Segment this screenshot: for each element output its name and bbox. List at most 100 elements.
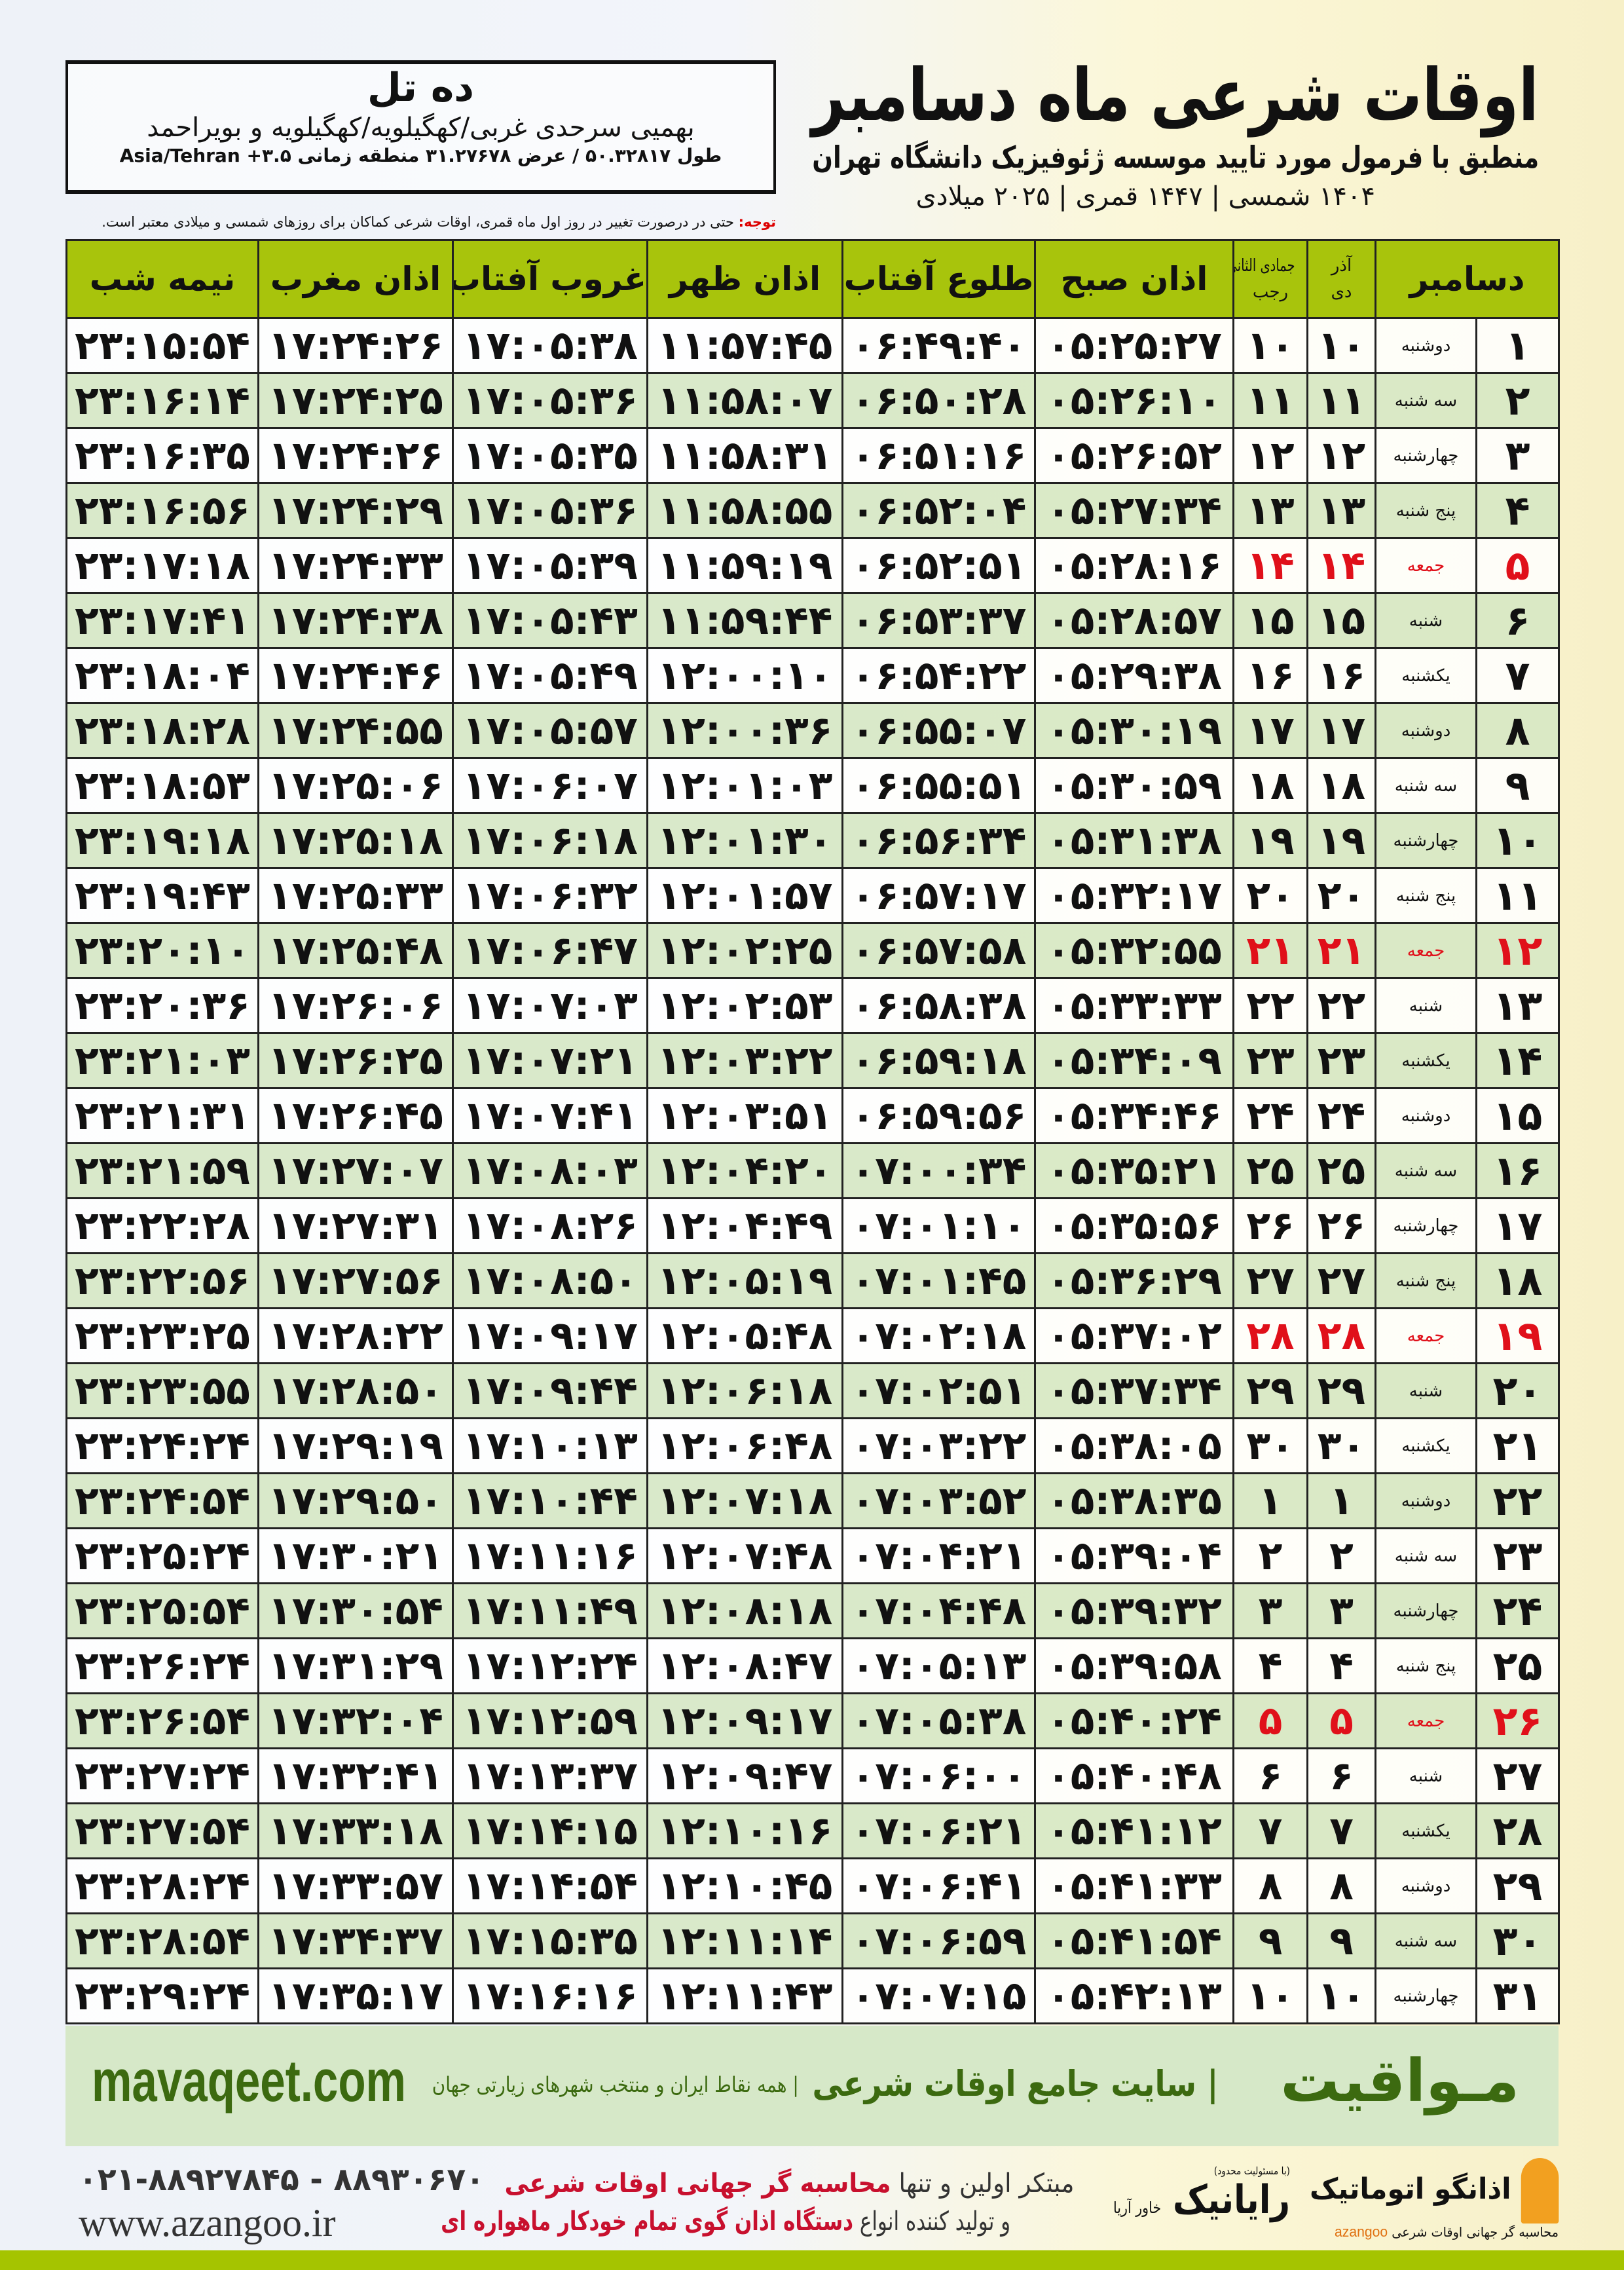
weekday: سه شنبه — [1394, 775, 1458, 796]
day-number-cell: ۴ — [1475, 482, 1560, 539]
mavaqeet-url[interactable]: mavaqeet.com — [92, 2049, 406, 2114]
table-row: ۹ سه شنبه ۱۸ ۱۸ ۰۵:۳۰:۵۹ ۰۶:۵۵:۵۱ ۱۲:۰۱:۰۳ ۱۷:۰… — [65, 757, 1560, 814]
ghorub-time-cell: ۱۷:۱۴:۱۵ — [452, 1802, 648, 1859]
day-number-cell: ۹ — [1475, 757, 1560, 814]
weekday-cell: شنبه — [1374, 592, 1478, 649]
shamsi-day-cell: ۹ — [1306, 1912, 1376, 1969]
sobh-time-cell: ۰۵:۳۰:۵۹ — [1034, 757, 1234, 814]
maghrib-time-cell: ۱۷:۲۹:۱۹ — [257, 1417, 454, 1474]
maghrib-time: ۱۷:۲۶:۲۵ — [268, 1037, 443, 1084]
ghorub-time: ۱۷:۰۵:۳۶ — [462, 377, 638, 424]
sobh-time-cell: ۰۵:۳۴:۰۹ — [1034, 1032, 1234, 1089]
promo-line1a: مبتکر اولین و تنها — [891, 2168, 1075, 2199]
weekday: شنبه — [1409, 1766, 1443, 1786]
shamsi-day-cell: ۳۰ — [1306, 1417, 1376, 1474]
tolu-time: ۰۶:۵۶:۳۴ — [851, 817, 1027, 864]
shamsi-day: ۲۳ — [1317, 1037, 1366, 1084]
maghrib-time-cell: ۱۷:۲۷:۳۱ — [257, 1197, 454, 1254]
table-row: ۱۰ چهارشنبه ۱۹ ۱۹ ۰۵:۳۱:۳۸ ۰۶:۵۶:۳۴ ۱۲:۰۱:۳۰ ۱۷… — [65, 812, 1560, 869]
shamsi-day-cell: ۲۲ — [1306, 977, 1376, 1034]
tolu-time: ۰۷:۰۰:۳۴ — [851, 1147, 1027, 1194]
day-number-cell: ۸ — [1475, 702, 1560, 759]
shamsi-day-cell: ۲۵ — [1306, 1142, 1376, 1199]
tolu-time-cell: ۰۶:۵۷:۱۷ — [841, 867, 1036, 924]
hijri-day-cell: ۱۰ — [1232, 1967, 1308, 2024]
hijri-day-cell: ۲۴ — [1232, 1087, 1308, 1144]
shamsi-day: ۱۳ — [1317, 487, 1366, 534]
weekday-cell: پنج شنبه — [1374, 867, 1478, 924]
weekday: چهارشنبه — [1393, 445, 1459, 466]
sobh-time-cell: ۰۵:۲۶:۱۰ — [1034, 372, 1234, 429]
nimeshab-time-cell: ۲۳:۲۶:۲۴ — [65, 1637, 259, 1694]
hijri-day: ۲ — [1258, 1533, 1283, 1579]
weekday: دوشنبه — [1401, 1106, 1451, 1126]
zohr-time: ۱۲:۰۷:۱۸ — [657, 1478, 833, 1524]
hijri-day-cell: ۹ — [1232, 1912, 1308, 1969]
maghrib-time-cell: ۱۷:۳۵:۱۷ — [257, 1967, 454, 2024]
maghrib-time-cell: ۱۷:۲۴:۳۳ — [257, 537, 454, 594]
ghorub-time: ۱۷:۱۰:۴۴ — [462, 1478, 638, 1524]
maghrib-time-cell: ۱۷:۲۴:۵۵ — [257, 702, 454, 759]
nimeshab-time: ۲۳:۲۳:۲۵ — [75, 1312, 250, 1359]
zohr-time: ۱۲:۰۷:۴۸ — [657, 1533, 833, 1579]
ghorub-time-cell: ۱۷:۱۳:۳۷ — [452, 1747, 648, 1804]
day-number: ۲۳ — [1492, 1531, 1543, 1580]
hijri-day: ۱۰ — [1246, 322, 1295, 369]
table-row: ۲۵ پنج شنبه ۴ ۴ ۰۵:۳۹:۵۸ ۰۷:۰۵:۱۳ ۱۲:۰۸:۴۷ ۱۷:۱… — [65, 1637, 1560, 1694]
maghrib-time: ۱۷:۲۴:۳۸ — [268, 597, 443, 644]
zohr-time: ۱۲:۰۹:۱۷ — [657, 1698, 833, 1744]
ghorub-time: ۱۷:۰۷:۰۳ — [462, 982, 638, 1029]
nimeshab-time-cell: ۲۳:۲۸:۲۴ — [65, 1857, 259, 1914]
shamsi-day: ۱۴ — [1317, 542, 1366, 589]
hijri-day: ۲۳ — [1246, 1037, 1295, 1084]
hijri-day-cell: ۲۳ — [1232, 1032, 1308, 1089]
hijri-day-cell: ۱۴ — [1232, 537, 1308, 594]
weekday-cell: سه شنبه — [1374, 372, 1478, 429]
azangoo-logo: اذانگو اتوماتیک محاسبه گر جهانی اوقات شر… — [1310, 2158, 1559, 2241]
ghorub-time-cell: ۱۷:۱۰:۴۴ — [452, 1472, 648, 1529]
maghrib-time: ۱۷:۲۴:۲۵ — [268, 377, 443, 424]
ghorub-time-cell: ۱۷:۰۵:۴۳ — [452, 592, 648, 649]
tolu-time: ۰۷:۰۲:۱۸ — [851, 1312, 1027, 1359]
maghrib-time: ۱۷:۲۷:۰۷ — [268, 1147, 443, 1194]
day-number-cell: ۱ — [1475, 317, 1560, 374]
shamsi-day: ۸ — [1329, 1863, 1354, 1909]
nimeshab-time: ۲۳:۲۶:۵۴ — [75, 1698, 250, 1744]
hijri-day-cell: ۱۳ — [1232, 482, 1308, 539]
hijri-day-cell: ۲۶ — [1232, 1197, 1308, 1254]
maghrib-time: ۱۷:۲۶:۰۶ — [268, 982, 443, 1029]
ghorub-time: ۱۷:۱۶:۱۶ — [462, 1973, 638, 2019]
zohr-time: ۱۲:۰۰:۱۰ — [657, 652, 833, 699]
weekday-cell: پنج شنبه — [1374, 1637, 1478, 1694]
hijri-day-cell: ۴ — [1232, 1637, 1308, 1694]
ghorub-time-cell: ۱۷:۰۵:۳۶ — [452, 372, 648, 429]
ghorub-time-cell: ۱۷:۰۵:۳۹ — [452, 537, 648, 594]
nimeshab-time: ۲۳:۲۱:۵۹ — [75, 1147, 250, 1194]
nimeshab-time-cell: ۲۳:۲۲:۲۸ — [65, 1197, 259, 1254]
tolu-time-cell: ۰۶:۵۶:۳۴ — [841, 812, 1036, 869]
weekday-cell: یکشنبه — [1374, 1417, 1478, 1474]
zohr-time: ۱۱:۵۹:۴۴ — [657, 597, 833, 644]
nimeshab-time-cell: ۲۳:۲۱:۵۹ — [65, 1142, 259, 1199]
tolu-time: ۰۷:۰۶:۲۱ — [851, 1808, 1027, 1854]
weekday: چهارشنبه — [1393, 1601, 1459, 1621]
note: توجه: حتی در درصورت تغییر در روز اول ماه… — [101, 213, 776, 231]
tolu-time-cell: ۰۷:۰۶:۲۱ — [841, 1802, 1036, 1859]
nimeshab-time: ۲۳:۲۲:۲۸ — [75, 1202, 250, 1249]
table-row: ۲۲ دوشنبه ۱ ۱ ۰۵:۳۸:۳۵ ۰۷:۰۳:۵۲ ۱۲:۰۷:۱۸ ۱۷:۱۰:… — [65, 1472, 1560, 1529]
ghorub-time-cell: ۱۷:۰۸:۵۰ — [452, 1252, 648, 1309]
sobh-time-cell: ۰۵:۳۵:۵۶ — [1034, 1197, 1234, 1254]
azangoo-url[interactable]: www.azangoo.ir — [79, 2201, 336, 2244]
ghorub-time-cell: ۱۷:۰۶:۰۷ — [452, 757, 648, 814]
table-row: ۲۹ دوشنبه ۸ ۸ ۰۵:۴۱:۳۳ ۰۷:۰۶:۴۱ ۱۲:۱۰:۴۵ ۱۷:۱۴:… — [65, 1857, 1560, 1914]
table-row: ۲۰ شنبه ۲۹ ۲۹ ۰۵:۳۷:۳۴ ۰۷:۰۲:۵۱ ۱۲:۰۶:۱۸ ۱۷:۰۹:… — [65, 1362, 1560, 1419]
promo-line1b: محاسبه گر جهانی اوقات شرعی — [504, 2168, 891, 2199]
zohr-time-cell: ۱۲:۰۱:۰۳ — [646, 757, 843, 814]
ghorub-time: ۱۷:۱۴:۵۴ — [462, 1863, 638, 1909]
zohr-time-cell: ۱۲:۰۳:۵۱ — [646, 1087, 843, 1144]
nimeshab-time: ۲۳:۱۸:۲۸ — [75, 707, 250, 754]
tolu-time-cell: ۰۷:۰۵:۱۳ — [841, 1637, 1036, 1694]
weekday-cell: دوشنبه — [1374, 1087, 1478, 1144]
maghrib-time: ۱۷:۳۰:۵۴ — [268, 1588, 443, 1634]
zohr-time-cell: ۱۲:۰۲:۲۵ — [646, 922, 843, 979]
